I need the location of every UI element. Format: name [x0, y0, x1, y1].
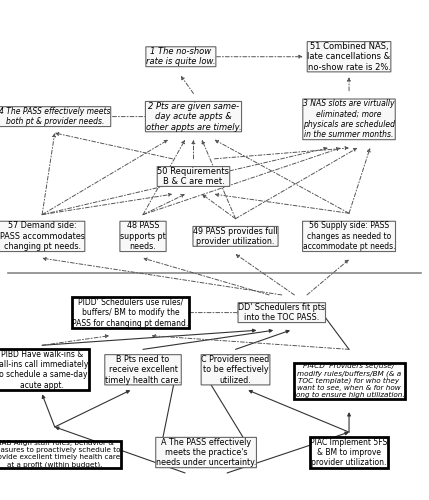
- Text: DD' Schedulers fit pts
into the TOC PASS.: DD' Schedulers fit pts into the TOC PASS…: [238, 303, 325, 322]
- Text: B Pts need to
receive excellent
timely health care.: B Pts need to receive excellent timely h…: [105, 355, 181, 384]
- Text: 57 Demand side:
PASS accommodates
changing pt needs.: 57 Demand side: PASS accommodates changi…: [0, 222, 85, 252]
- Text: 48 PASS
supports pt
needs.: 48 PASS supports pt needs.: [120, 222, 166, 252]
- Text: PIBD Have walk-ins &
call-ins call immediately
to schedule a same-day
acute appt: PIBD Have walk-ins & call-ins call immed…: [0, 350, 89, 390]
- Text: 4 The PASS effectively meets
both pt & provider needs.: 4 The PASS effectively meets both pt & p…: [0, 107, 111, 126]
- Text: 51 Combined NAS,
late cancellations &
no-show rate is 2%.: 51 Combined NAS, late cancellations & no…: [308, 42, 390, 72]
- Text: PI4CD' Providers set/use/
modify rules/buffers/BM (& a
TOC template) for who the: PI4CD' Providers set/use/ modify rules/b…: [294, 363, 405, 398]
- Text: 3 NAS slots are virtually
eliminated; more
physicals are scheduled
in the summer: 3 NAS slots are virtually eliminated; mo…: [303, 99, 395, 140]
- Text: 49 PASS provides full
provider utilization.: 49 PASS provides full provider utilizati…: [193, 226, 278, 246]
- Text: 1 The no-show
rate is quite low.: 1 The no-show rate is quite low.: [146, 47, 216, 66]
- Text: PIAC Implement 5FS
& BM to improve
provider utilization.: PIAC Implement 5FS & BM to improve provi…: [311, 438, 388, 468]
- Text: A The PASS effectively
meets the practice's
needs under uncertainty.: A The PASS effectively meets the practic…: [156, 438, 256, 468]
- Text: 2 Pts are given same-
day acute appts &
other appts are timely.: 2 Pts are given same- day acute appts & …: [146, 102, 241, 132]
- Text: 56 Supply side: PASS
changes as needed to
accommodate pt needs.: 56 Supply side: PASS changes as needed t…: [303, 222, 395, 252]
- Text: PIAB Align staff roles, behavior &
measures to proactively schedule to
provide e: PIAB Align staff roles, behavior & measu…: [0, 440, 121, 468]
- Text: C Providers need
to be effectively
utilized.: C Providers need to be effectively utili…: [201, 355, 270, 384]
- Text: 50 Requirements
B & C are met.: 50 Requirements B & C are met.: [157, 167, 230, 186]
- Text: PIDD' Schedulers use rules/
buffers/ BM to modify the
PASS for changing pt deman: PIDD' Schedulers use rules/ buffers/ BM …: [73, 298, 188, 328]
